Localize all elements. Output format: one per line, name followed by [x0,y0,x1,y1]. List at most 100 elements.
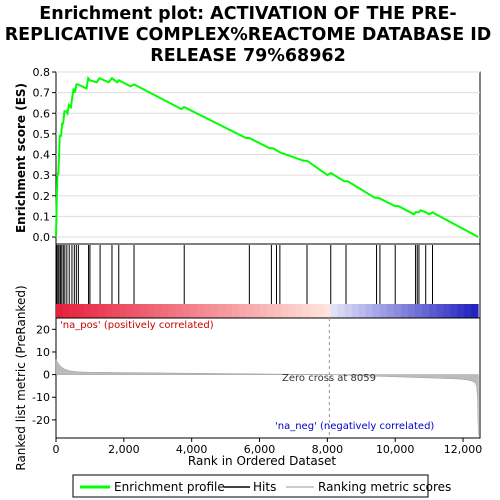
chart-title-line-1: Enrichment plot: ACTIVATION OF THE PRE- [39,4,456,24]
ranking-color-bar-segment [386,304,395,318]
es-y-axis-label: Enrichment score (ES) [14,83,28,233]
es-y-tick-label: 0.4 [33,149,51,162]
ranking-color-bar-segment [429,304,437,318]
ranking-color-bar-segment [189,304,198,318]
ranking-color-bar-segment [443,304,451,318]
ranking-color-bar-segment [274,304,282,318]
es-panel: 0.0 0.1 0.2 0.3 0.4 0.5 0.6 0.7 0.8 [33,66,481,245]
x-tick-label: 4,000 [176,443,208,456]
ranking-color-bar-segment [203,304,212,318]
ranking-color-bar-segment [464,304,472,318]
ranking-color-bar-segment [182,304,191,318]
metric-y-axis-label: Ranked list metric (PreRanked) [14,285,28,470]
es-y-tick-label: 0.1 [33,210,51,223]
metric-panel-frame [55,317,481,439]
es-y-tick-label: 0.7 [33,87,51,100]
ranking-color-bar [56,304,479,318]
ranking-color-bar-segment [302,304,310,318]
ranking-color-bar-segment [295,304,303,318]
legend-hits-label: Hits [253,480,276,494]
metric-y-tick-label: 20 [36,323,50,336]
ranking-color-bar-segment [457,304,465,318]
ranking-color-bar-segment [63,304,71,318]
ranking-color-bar-segment [210,304,219,318]
ranking-color-bar-segment [168,304,176,318]
ranking-color-bar-segment [77,304,85,318]
ranking-color-bar-segment [91,304,99,318]
es-y-tick-label: 0.5 [33,128,51,141]
negative-correlation-label: 'na_neg' (negatively correlated) [275,421,434,432]
ranking-color-bar-segment [56,304,64,318]
ranking-color-bar-segment [407,304,416,318]
ranking-color-bar-segment [281,304,289,318]
legend-enrichment-label: Enrichment profile [114,480,225,494]
ranking-color-bar-segment [393,304,402,318]
ranking-color-bar-segment [224,304,233,318]
ranking-color-bar-segment [161,304,169,318]
ranking-color-bar-segment [140,304,148,318]
es-y-tick-label: 0.8 [33,66,51,79]
x-tick-label: 2,000 [108,443,140,456]
ranking-color-bar-segment [344,304,352,318]
ranking-color-bar-segment [309,304,317,318]
x-axis-ticks: 0 2,000 4,000 6,000 8,000 10,000 12,000 [53,438,483,456]
x-tick-label: 12,000 [444,443,483,456]
es-panel-frame [55,71,481,245]
es-y-tick-label: 0.3 [33,169,51,182]
chart-title-line-2: REPLICATIVE COMPLEX%REACTOME DATABASE ID [5,25,492,45]
metric-y-tick-label: -10 [32,391,50,404]
metric-y-tick-label: -20 [32,414,50,427]
x-tick-label: 8,000 [312,443,344,456]
ranking-color-bar-segment [358,304,366,318]
ranking-color-bar-segment [126,304,134,318]
x-tick-label: 10,000 [376,443,415,456]
ranking-color-bar-segment [316,304,324,318]
ranking-color-bar-segment [253,304,261,318]
es-gridlines [56,71,480,238]
ranking-color-bar-segment [175,304,183,318]
legend-frame [72,474,429,498]
x-tick-label: 6,000 [244,443,276,456]
ranking-color-bar-segment [267,304,275,318]
es-y-tick-label: 0.2 [33,190,51,203]
ranking-color-bar-segment [351,304,359,318]
es-y-tick-label: 0.0 [33,231,51,244]
hits-panel [55,243,481,319]
ranking-color-bar-segment [70,304,78,318]
ranking-color-bar-segment [379,304,388,318]
ranking-color-bar-segment [147,304,155,318]
ranking-color-bar-segment [133,304,141,318]
es-y-tick-label: 0.6 [33,107,51,120]
ranking-color-bar-segment [246,304,254,318]
enrichment-profile-line [55,75,479,238]
x-axis-label: Rank in Ordered Dataset [188,454,336,468]
metric-y-tick-label: 10 [36,346,50,359]
ranking-color-bar-segment [436,304,444,318]
ranking-color-bar-segment [98,304,106,318]
es-y-ticks: 0.0 0.1 0.2 0.3 0.4 0.5 0.6 0.7 0.8 [33,66,56,244]
ranking-color-bar-segment [323,304,331,318]
ranking-color-bar-segment [421,304,430,318]
chart-title-line-3: RELEASE 79%68962 [150,46,346,66]
ranking-color-bar-segment [372,304,381,318]
ranking-color-bar-segment [105,304,113,318]
zero-cross-label: Zero cross at 8059 [282,373,376,384]
ranking-color-bar-segment [365,304,374,318]
legend-metric-label: Ranking metric scores [318,480,451,494]
metric-y-tick-label: 0 [43,369,50,382]
ranking-color-bar-segment [112,304,120,318]
ranking-color-bar-segment [400,304,409,318]
ranking-color-bar-segment [238,304,247,318]
ranking-color-bar-segment [154,304,162,318]
ranking-color-bar-segment [330,304,338,318]
ranking-color-bar-segment [231,304,240,318]
metric-y-ticks: 20 10 0 -10 -20 [32,323,56,427]
ranking-color-bar-segment [337,304,345,318]
ranking-metric-area [55,359,479,436]
ranking-color-bar-segment [119,304,127,318]
positive-correlation-label: 'na_pos' (positively correlated) [60,320,214,331]
ranking-color-bar-segment [217,304,226,318]
ranking-color-bar-segment [450,304,458,318]
legend: Enrichment profile Hits Ranking metric s… [72,474,451,498]
